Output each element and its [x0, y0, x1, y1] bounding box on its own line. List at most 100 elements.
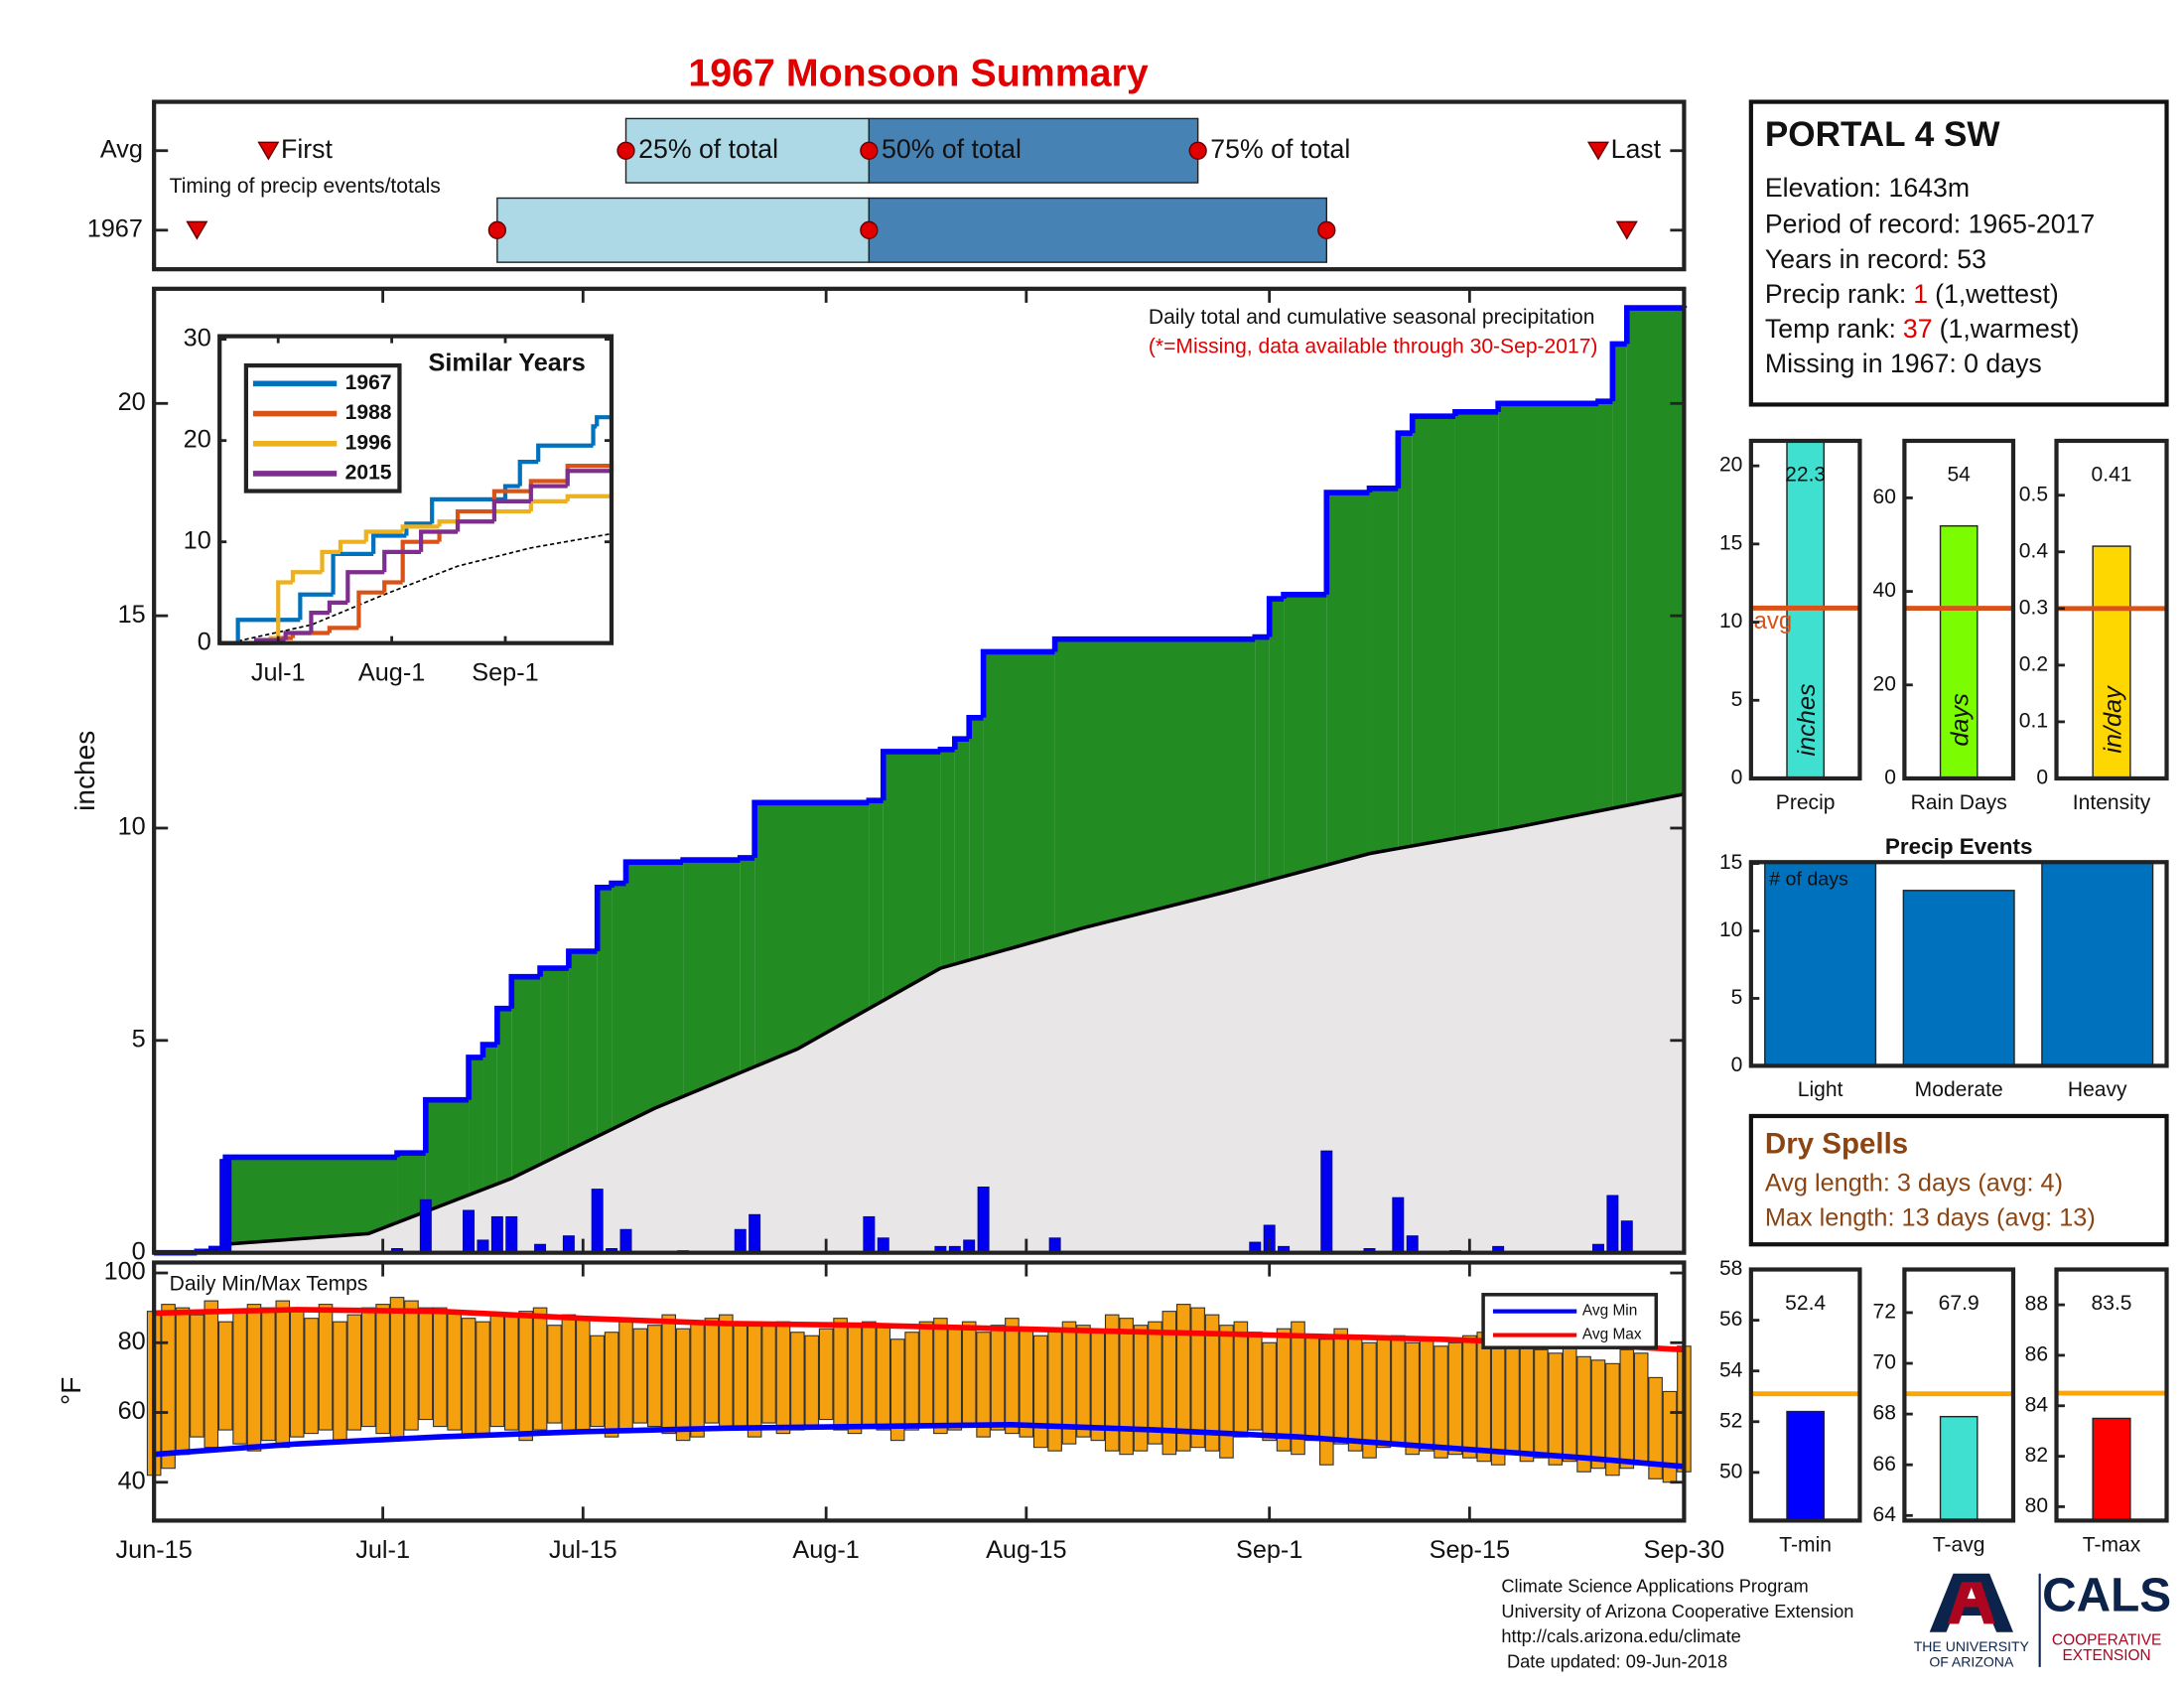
marker-label: First [281, 134, 333, 164]
category-label: Intensity [2073, 791, 2151, 814]
plot-frame [152, 1260, 1687, 1523]
temp-range-bar [1562, 1345, 1577, 1463]
y-tick-label: 68 [1873, 1402, 1896, 1425]
marker-triangle [257, 141, 280, 161]
y-tick-label: 0 [198, 628, 211, 655]
temp-range-bar [304, 1318, 319, 1435]
station-line: Years in record: 53 [1765, 244, 1986, 274]
temp-range-bar [1548, 1352, 1564, 1466]
y-tick-label: 84 [2025, 1393, 2049, 1416]
cumulative-line [980, 648, 1055, 718]
temp-range-bar [561, 1314, 577, 1435]
temp-range-bar [1447, 1341, 1463, 1456]
temp-range-bar [333, 1321, 347, 1442]
temp-range-bar [747, 1321, 762, 1438]
bar [2092, 545, 2131, 778]
cumulative-line [423, 1096, 470, 1154]
y-tick-label: 20 [1719, 454, 1742, 477]
temp-range-bar [1590, 1359, 1606, 1470]
y-tick-label: 10 [184, 526, 211, 554]
value-label: 67.9 [1939, 1292, 1979, 1315]
category-label: T-max [2083, 1533, 2141, 1556]
series-line [290, 570, 323, 583]
marker-circle [487, 220, 506, 239]
logo-shape [1967, 1587, 1977, 1600]
dry-spells-line: Avg length: 3 days (avg: 4) [1765, 1169, 2063, 1196]
temp-range-bar [190, 1314, 205, 1438]
y-tick-label: 64 [1873, 1503, 1897, 1526]
temp-range-bar [389, 1297, 405, 1438]
y-tick-label: 40 [118, 1467, 146, 1494]
y-tick-label: 80 [118, 1328, 146, 1355]
y-tick-label: 0 [1884, 767, 1896, 789]
x-tick-label: Jul-15 [549, 1536, 617, 1564]
legend-label: 1967 [345, 371, 392, 394]
daily-bar [1406, 1235, 1419, 1254]
daily-bar [734, 1228, 747, 1254]
y-tick-label: 10 [118, 813, 146, 841]
footer-line: http://cals.arizona.edu/climate [1501, 1625, 1740, 1646]
temp-range-bar [918, 1321, 934, 1428]
y-tick-label: 56 [1719, 1308, 1742, 1331]
temp-range-bar [447, 1311, 462, 1431]
bar [2041, 862, 2154, 1066]
temp-range-bar [847, 1325, 863, 1435]
temp-range-bar [675, 1328, 691, 1442]
annotation: # of days [1769, 869, 1848, 891]
category-label: T-min [1779, 1533, 1832, 1556]
temp-range-bar [1576, 1355, 1591, 1473]
average-label: avg [1754, 608, 1793, 634]
plot-frame [2054, 1267, 2169, 1523]
bar [1764, 862, 1877, 1066]
temp-range-bar [1619, 1348, 1635, 1470]
category-label: Moderate [1915, 1078, 2003, 1101]
cumulative-line [737, 855, 755, 861]
bar [1939, 1415, 1979, 1521]
series-line [356, 590, 385, 629]
y-tick-label: 5 [1731, 688, 1743, 711]
plot-frame [1902, 438, 2016, 781]
temp-range-bar [1005, 1318, 1020, 1435]
temp-range-bar [375, 1304, 390, 1435]
temp-range-bar [575, 1318, 591, 1431]
logo-text: THE UNIVERSITY [1914, 1638, 2030, 1654]
temp-range-bar [876, 1325, 891, 1431]
daily-bar [1392, 1196, 1405, 1254]
cumulative-line [1452, 409, 1499, 417]
temp-range-bar [404, 1300, 419, 1431]
temp-range-bar [1391, 1335, 1406, 1445]
bar [1902, 890, 2015, 1066]
footer-line: Date updated: 09-Jun-2018 [1507, 1651, 1727, 1672]
bar [2092, 1417, 2131, 1521]
series-line [320, 549, 341, 573]
cumulative-line [466, 1055, 483, 1100]
y-tick-label: 10 [1719, 918, 1742, 941]
average-area [225, 793, 1685, 1253]
temp-range-bar [360, 1307, 376, 1428]
y-tick-label: 20 [184, 425, 211, 453]
temp-range-bar [704, 1318, 720, 1424]
temp-range-bar [590, 1335, 605, 1428]
temp-range-bar [1476, 1332, 1492, 1463]
series-line [491, 498, 531, 522]
value-label: 52.4 [1785, 1292, 1826, 1315]
series-line [536, 443, 594, 463]
cumulative-line [880, 749, 941, 801]
series-line [595, 415, 612, 427]
temp-range-bar [1347, 1335, 1363, 1452]
y-tick-label: 30 [184, 324, 211, 352]
plot-frame [152, 286, 1687, 1255]
temp-range-bar [1318, 1338, 1334, 1466]
x-tick-label: Sep-1 [472, 658, 538, 686]
temp-range-bar [476, 1321, 490, 1435]
timing-subtitle: Timing of precip events/totals [170, 175, 441, 198]
station-rank: Temp rank: 37 (1,warmest) [1765, 314, 2080, 344]
cumulative-line [1409, 413, 1455, 434]
x-tick-label: Sep-30 [1644, 1536, 1724, 1564]
temp-range-bar [246, 1304, 262, 1452]
y-tick-label: 20 [118, 388, 146, 416]
category-label: Heavy [2068, 1078, 2127, 1101]
daily-bar [863, 1215, 876, 1254]
station-rank: Precip rank: 1 (1,wettest) [1765, 279, 2059, 309]
temp-range-bar [604, 1332, 619, 1438]
